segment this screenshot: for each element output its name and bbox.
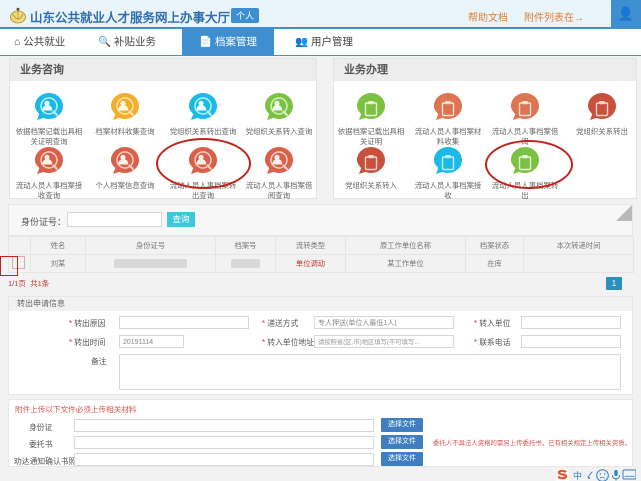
svg-text:中: 中 (573, 470, 582, 481)
